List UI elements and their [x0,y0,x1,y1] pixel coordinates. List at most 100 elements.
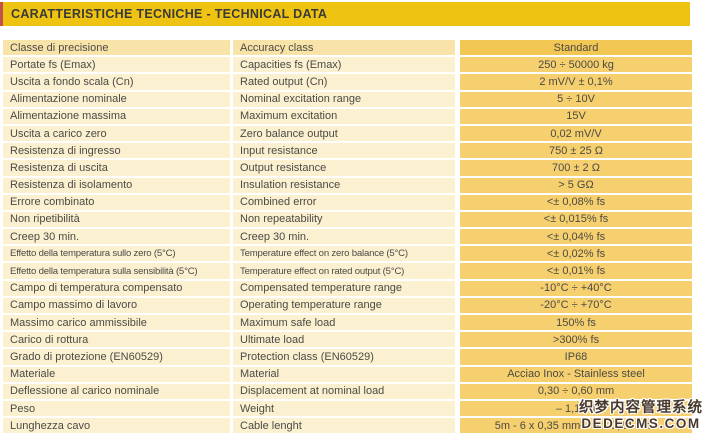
table-row: Resistenza di ingresso Input resistance … [0,143,704,159]
value-cell: 150% fs [460,315,692,331]
label-en-cell: Non repeatability [233,211,455,228]
value-cell: 2 mV/V ± 0,1% [460,74,692,90]
red-accent-bar [0,2,3,26]
value-cell: 0,02 mV/V [460,125,692,142]
label-it-cell: Resistenza di isolamento [3,177,230,193]
table-header-row: Classe di precisione Accuracy class Stan… [0,40,704,56]
label-it-cell: Creep 30 min. [3,229,230,245]
label-en-cell: Displacement at nominal load [233,383,455,399]
value-cell: 5 ÷ 10V [460,91,692,107]
label-en-cell: Operating temperature range [233,297,455,313]
label-it-cell: Campo di temperatura compensato [3,280,230,296]
value-cell: -10°C ÷ +40°C [460,280,692,296]
value-cell: -20°C ÷ +70°C [460,297,692,313]
value-cell: 250 ÷ 50000 kg [460,57,692,73]
table-row: Carico di rottura Ultimate load >300% fs [0,332,704,348]
value-cell: 5m - 6 x 0,35 mm² / 6 x 0,14 mm² [460,418,692,434]
label-it-cell: Deflessione al carico nominale [3,383,230,399]
label-it-cell: Massimo carico ammissibile [3,315,230,331]
label-it-cell: Non ripetibilità [3,211,230,228]
label-en-cell: Nominal excitation range [233,91,455,107]
header-en-cell: Accuracy class [233,40,455,56]
label-en-cell: Cable lenght [233,418,455,434]
table-body: Portate fs (Emax) Capacities fs (Emax) 2… [0,57,704,434]
label-en-cell: Output resistance [233,160,455,176]
table-row: Portate fs (Emax) Capacities fs (Emax) 2… [0,57,704,73]
label-it-cell: Effetto della temperatura sulla sensibil… [3,263,230,279]
label-it-cell: Campo massimo di lavoro [3,297,230,313]
table-row: Resistenza di uscita Output resistance 7… [0,160,704,176]
table-row: Errore combinato Combined error <± 0,08%… [0,194,704,210]
spec-table: Classe di precisione Accuracy class Stan… [0,40,704,435]
label-en-cell: Temperature effect on rated output (5°C) [233,263,455,279]
label-it-cell: Resistenza di uscita [3,160,230,176]
table-row: Uscita a fondo scala (Cn) Rated output (… [0,74,704,90]
header-it-cell: Classe di precisione [3,40,230,56]
value-cell: > 5 GΩ [460,177,692,193]
page-title: CARATTERISTICHE TECNICHE - TECHNICAL DAT… [11,7,328,21]
label-en-cell: Rated output (Cn) [233,74,455,90]
label-it-cell: Grado di protezione (EN60529) [3,349,230,365]
table-row: Grado di protezione (EN60529) Protection… [0,349,704,365]
label-en-cell: Capacities fs (Emax) [233,57,455,73]
label-en-cell: Input resistance [233,143,455,159]
label-it-cell: Uscita a carico zero [3,125,230,142]
label-en-cell: Zero balance output [233,125,455,142]
label-en-cell: Maximum safe load [233,315,455,331]
value-cell: <± 0,02% fs [460,246,692,262]
table-row: Effetto della temperatura sullo zero (5°… [0,246,704,262]
value-cell: Acciao Inox - Stainless steel [460,366,692,382]
label-en-cell: Weight [233,400,455,417]
table-row: Alimentazione massima Maximum excitation… [0,108,704,124]
table-row: Peso Weight – 1,1 - 4 [0,400,704,417]
table-row: Campo di temperatura compensato Compensa… [0,280,704,296]
label-en-cell: Material [233,366,455,382]
value-cell: IP68 [460,349,692,365]
table-row: Alimentazione nominale Nominal excitatio… [0,91,704,107]
value-cell: 750 ± 25 Ω [460,143,692,159]
table-row: Lunghezza cavo Cable lenght 5m - 6 x 0,3… [0,418,704,434]
value-cell: <± 0,04% fs [460,229,692,245]
label-it-cell: Effetto della temperatura sullo zero (5°… [3,246,230,262]
value-cell: <± 0,08% fs [460,194,692,210]
label-en-cell: Compensated temperature range [233,280,455,296]
table-row: Massimo carico ammissibile Maximum safe … [0,315,704,331]
value-cell: <± 0,015% fs [460,211,692,228]
label-it-cell: Carico di rottura [3,332,230,348]
label-en-cell: Temperature effect on zero balance (5°C) [233,246,455,262]
label-it-cell: Peso [3,400,230,417]
label-it-cell: Resistenza di ingresso [3,143,230,159]
value-cell: <± 0,01% fs [460,263,692,279]
value-cell: 700 ± 2 Ω [460,160,692,176]
label-it-cell: Portate fs (Emax) [3,57,230,73]
watermark: 织梦内容管理系统 DEDECMS.COM [579,400,703,432]
header-value-cell: Standard [460,40,692,56]
table-row: Uscita a carico zero Zero balance output… [0,125,704,142]
value-cell: >300% fs [460,332,692,348]
table-row: Campo massimo di lavoro Operating temper… [0,297,704,313]
label-it-cell: Alimentazione massima [3,108,230,124]
watermark-cn-text: 织梦内容管理系统 [579,400,703,416]
table-row: Materiale Material Acciao Inox - Stainle… [0,366,704,382]
table-row: Effetto della temperatura sulla sensibil… [0,263,704,279]
label-en-cell: Protection class (EN60529) [233,349,455,365]
label-it-cell: Alimentazione nominale [3,91,230,107]
label-it-cell: Lunghezza cavo [3,418,230,434]
watermark-site-text: DEDECMS.COM [581,416,701,431]
label-en-cell: Maximum excitation [233,108,455,124]
table-row: Deflessione al carico nominale Displacem… [0,383,704,399]
value-cell: 15V [460,108,692,124]
value-cell: – 1,1 - 4 [460,400,692,417]
table-row: Resistenza di isolamento Insulation resi… [0,177,704,193]
title-bar: CARATTERISTICHE TECNICHE - TECHNICAL DAT… [3,2,690,26]
label-en-cell: Insulation resistance [233,177,455,193]
label-it-cell: Errore combinato [3,194,230,210]
table-row: Non ripetibilità Non repeatability <± 0,… [0,211,704,228]
label-it-cell: Materiale [3,366,230,382]
label-it-cell: Uscita a fondo scala (Cn) [3,74,230,90]
label-en-cell: Ultimate load [233,332,455,348]
value-cell: 0,30 ÷ 0,60 mm [460,383,692,399]
table-row: Creep 30 min. Creep 30 min. <± 0,04% fs [0,229,704,245]
label-en-cell: Combined error [233,194,455,210]
